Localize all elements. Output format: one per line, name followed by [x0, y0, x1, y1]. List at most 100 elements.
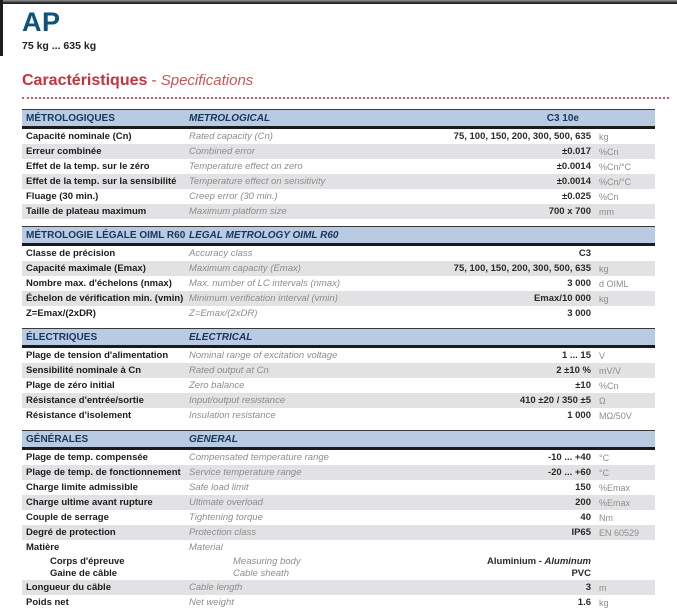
heading-separator: -	[147, 72, 161, 89]
label-en: Rated capacity (Cn)	[189, 131, 273, 142]
label-fr: Erreur combinée	[26, 146, 102, 157]
value-text: 75, 100, 150, 200, 300, 500, 635	[453, 263, 591, 274]
value-text: 200	[575, 497, 591, 508]
label-en: Rated output at Cn	[189, 365, 269, 376]
label-fr: Plage de zéro initial	[26, 380, 115, 391]
value: 3	[413, 582, 591, 593]
label-en: Net weight	[189, 597, 234, 608]
value: 150	[413, 482, 591, 493]
spec-row: Capacité nominale (Cn) Rated capacity (Cn…	[22, 129, 655, 144]
value: ±10	[413, 380, 591, 391]
label-fr: Corps d'épreuve	[50, 555, 125, 567]
section-title-fr: GÉNÉRALES	[26, 433, 89, 445]
value: 700 x 700	[413, 206, 591, 217]
value-text: Emax/10 000	[533, 293, 591, 304]
value-text: 3 000	[567, 308, 591, 319]
value: ±0.017	[413, 146, 591, 157]
spec-row: Plage de temp. compensée Compensated temp…	[22, 450, 655, 465]
unit: Ω	[599, 395, 606, 406]
section-title-fr: MÉTROLOGIE LÉGALE OIML R60	[26, 229, 186, 241]
spec-row: Z=Emax/(2xDR) Z=Emax/(2xDR) 3 000	[22, 306, 655, 321]
spec-row: Matière Material	[22, 540, 655, 555]
label-en: Material	[189, 542, 223, 553]
spec-row: Longueur du câble Cable length 3 m	[22, 580, 655, 595]
unit: kg	[599, 293, 609, 304]
spec-row: Résistance d'isolement Insulation resista…	[22, 408, 655, 423]
spec-section-3: GÉNÉRALES GENERAL Plage de temp. compensée…	[22, 430, 655, 610]
section-title-en: LEGAL METROLOGY OIML R60	[189, 229, 339, 241]
spec-row: Charge ultime avant rupture Ultimate over…	[22, 495, 655, 510]
value: Aluminium - Aluminum	[457, 556, 591, 567]
value-text: -10 ... +40	[547, 452, 591, 463]
label-fr: Poids net	[26, 597, 69, 608]
label-en: Accuracy class	[189, 248, 253, 259]
value: ±0.025	[413, 191, 591, 202]
value-text: 150	[575, 482, 591, 493]
unit: %Emax	[599, 497, 631, 508]
value: 75, 100, 150, 200, 300, 500, 635	[413, 263, 591, 274]
label-en: Temperature effect on sensitivity	[189, 176, 326, 187]
unit: kg	[599, 131, 609, 142]
spec-row: Erreur combinée Combined error ±0.017 %Cn	[22, 144, 655, 159]
spec-row: Couple de serrage Tightening torque 40 Nm	[22, 510, 655, 525]
value: 1 000	[413, 410, 591, 421]
value-text: 1 ... 15	[561, 350, 591, 361]
unit: %Cn	[599, 191, 619, 202]
section-title-fr: MÉTROLOGIQUES	[26, 112, 115, 124]
label-en: Service temperature range	[189, 467, 302, 478]
label-fr: Résistance d'isolement	[26, 410, 132, 421]
label-fr: Z=Emax/(2xDR)	[26, 308, 96, 319]
label-en: Minimum verification interval (vmin)	[189, 293, 338, 304]
label-fr: Effet de la temp. sur le zéro	[26, 161, 150, 172]
section-header: GÉNÉRALES GENERAL	[22, 430, 655, 450]
spec-row: Plage de zéro initial Zero balance ±10 %Cn	[22, 378, 655, 393]
label-en: Cable length	[189, 582, 243, 593]
label-en: Cable sheath	[233, 568, 289, 580]
unit: %Cn	[599, 146, 619, 157]
spec-section-2: ÉLECTRIQUES ELECTRICAL Plage de tension d'…	[22, 328, 655, 423]
unit: d OIML	[599, 278, 629, 289]
value-text: 2 ±10 %	[556, 365, 591, 376]
value: IP65	[413, 527, 591, 538]
label-fr: Gaine de câble	[50, 568, 118, 580]
value: -20 ... +60	[413, 467, 591, 478]
spec-row: Poids net Net weight 1.6 kg	[22, 595, 655, 610]
spec-section-1: MÉTROLOGIE LÉGALE OIML R60 LEGAL METROLOG…	[22, 226, 655, 321]
section-title-fr: ÉLECTRIQUES	[26, 331, 98, 343]
spec-row: Capacité maximale (Emax) Maximum capacity…	[22, 261, 655, 276]
value: ±0.0014	[413, 176, 591, 187]
label-en: Protection class	[189, 527, 257, 538]
value: C3	[413, 248, 591, 259]
value: Emax/10 000	[413, 293, 591, 304]
unit: %Cn/°C	[599, 176, 632, 187]
value-text: C3	[578, 248, 591, 259]
value-text: 1 000	[567, 410, 591, 421]
value-text-italic: Aluminum	[544, 555, 591, 567]
spec-row: Effet de la temp. sur la sensibilité Temp…	[22, 174, 655, 189]
value-text: -20 ... +60	[547, 467, 591, 478]
label-fr: Taille de plateau maximum	[26, 206, 147, 217]
label-en: Input/output resistance	[189, 395, 286, 406]
label-fr: Fluage (30 min.)	[26, 191, 99, 202]
unit: %Emax	[599, 482, 631, 493]
capacity-range: 75 kg ... 635 kg	[22, 40, 97, 52]
value: PVC	[457, 568, 591, 579]
unit: kg	[599, 263, 609, 274]
spec-row: Fluage (30 min.) Creep error (30 min.) ±0.…	[22, 189, 655, 204]
label-fr: Degré de protection	[26, 527, 116, 538]
value-text: PVC	[571, 568, 591, 580]
value-text: IP65	[571, 527, 591, 538]
label-fr: Échelon de vérification min. (vmin)	[26, 293, 184, 304]
label-en: Max. number of LC intervals (nmax)	[189, 278, 340, 289]
label-fr: Charge limite admissible	[26, 482, 138, 493]
label-en: Zero balance	[189, 380, 245, 391]
label-fr: Couple de serrage	[26, 512, 109, 523]
product-title: AP	[22, 7, 61, 37]
unit: V	[599, 350, 606, 361]
section-title-en: METROLOGICAL	[189, 112, 271, 124]
value: 2 ±10 %	[413, 365, 591, 376]
value: 1.6	[413, 597, 591, 608]
value-text: 410 ±20 / 350 ±5	[519, 395, 591, 406]
label-en: Tightening torque	[189, 512, 263, 523]
